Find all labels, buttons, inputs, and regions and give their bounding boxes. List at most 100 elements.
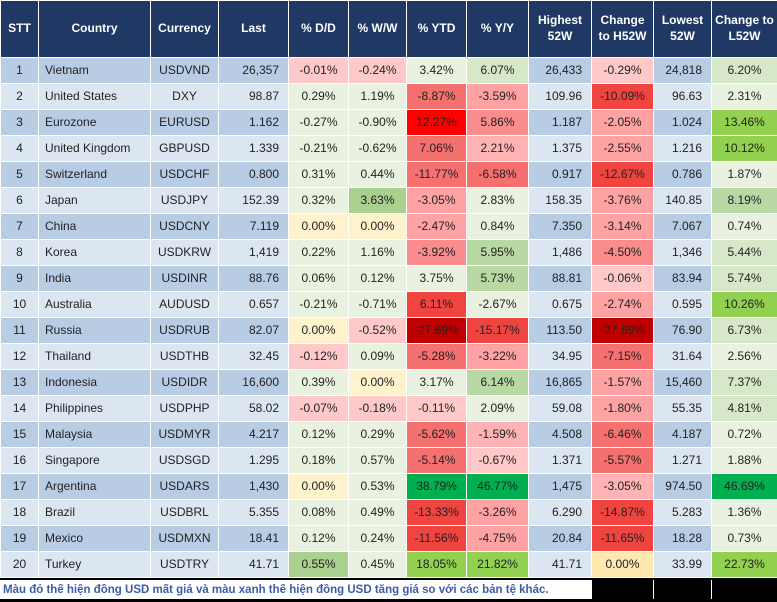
cell-pct-ytd: -8.87% [406, 83, 467, 110]
cell-change-h52w: -2.74% [591, 291, 654, 318]
cell-stt: 16 [0, 447, 39, 474]
cell-lowest52w: 1.024 [653, 109, 712, 136]
cell-change-l52w: 0.74% [711, 213, 777, 240]
cell-change-l52w: 46.69% [711, 473, 777, 500]
cell-lowest52w: 31.64 [653, 343, 712, 370]
cell-lowest52w: 55.35 [653, 395, 712, 422]
cell-highest52w: 109.96 [528, 83, 592, 110]
cell-pct-ww: -0.90% [348, 109, 407, 136]
footer-black-cell [654, 580, 711, 599]
table-row: 13 Indonesia USDIDR 16,600 0.39% 0.00% 3.17% 6.… [0, 369, 777, 396]
cell-pct-yy: -15.17% [466, 317, 529, 344]
cell-pct-ww: -0.52% [348, 317, 407, 344]
cell-highest52w: 0.917 [528, 161, 592, 188]
cell-pct-yy: 2.09% [466, 395, 529, 422]
cell-change-h52w: -10.09% [591, 83, 654, 110]
cell-pct-ytd: 3.42% [406, 57, 467, 84]
cell-pct-dd: 0.32% [288, 187, 349, 214]
cell-highest52w: 1.187 [528, 109, 592, 136]
cell-pct-ww: 0.09% [348, 343, 407, 370]
cell-pct-ww: 0.57% [348, 447, 407, 474]
cell-pct-ytd: -11.77% [406, 161, 467, 188]
cell-pct-yy: 46.77% [466, 473, 529, 500]
cell-pct-ytd: -27.69% [406, 317, 467, 344]
cell-pct-ytd: -3.92% [406, 239, 467, 266]
cell-pct-ww: 0.29% [348, 421, 407, 448]
col-header-ytd: % YTD [406, 0, 467, 58]
cell-country: United States [38, 83, 151, 110]
cell-change-h52w: -2.55% [591, 135, 654, 162]
cell-last: 7.119 [218, 213, 289, 240]
cell-last: 1.295 [218, 447, 289, 474]
cell-last: 41.71 [218, 551, 289, 578]
cell-change-h52w: -7.15% [591, 343, 654, 370]
cell-lowest52w: 5.283 [653, 499, 712, 526]
cell-currency: EURUSD [150, 109, 219, 136]
cell-change-l52w: 6.73% [711, 317, 777, 344]
cell-highest52w: 113.50 [528, 317, 592, 344]
col-header-yy: % Y/Y [466, 0, 529, 58]
cell-lowest52w: 76.90 [653, 317, 712, 344]
cell-pct-ww: 0.49% [348, 499, 407, 526]
table-row: 19 Mexico USDMXN 18.41 0.12% 0.24% -11.56% -4.7… [0, 525, 777, 552]
cell-last: 1.339 [218, 135, 289, 162]
table-row: 4 United Kingdom GBPUSD 1.339 -0.21% -0.62% 7.… [0, 135, 777, 162]
cell-country: Australia [38, 291, 151, 318]
cell-change-l52w: 22.73% [711, 551, 777, 578]
cell-pct-ytd: 7.06% [406, 135, 467, 162]
cell-stt: 10 [0, 291, 39, 318]
cell-lowest52w: 7.067 [653, 213, 712, 240]
cell-last: 5.355 [218, 499, 289, 526]
cell-pct-dd: 0.00% [288, 213, 349, 240]
cell-pct-yy: -3.26% [466, 499, 529, 526]
cell-highest52w: 59.08 [528, 395, 592, 422]
cell-pct-yy: -1.59% [466, 421, 529, 448]
cell-pct-dd: 0.12% [288, 525, 349, 552]
col-header-dd: % D/D [288, 0, 349, 58]
cell-change-h52w: -27.69% [591, 317, 654, 344]
cell-pct-yy: -3.22% [466, 343, 529, 370]
cell-lowest52w: 140.85 [653, 187, 712, 214]
cell-currency: AUDUSD [150, 291, 219, 318]
cell-change-l52w: 13.46% [711, 109, 777, 136]
cell-pct-ytd: -3.05% [406, 187, 467, 214]
cell-highest52w: 1,475 [528, 473, 592, 500]
cell-pct-ww: 0.00% [348, 369, 407, 396]
cell-change-h52w: -4.50% [591, 239, 654, 266]
cell-highest52w: 26,433 [528, 57, 592, 84]
cell-change-l52w: 6.20% [711, 57, 777, 84]
cell-country: China [38, 213, 151, 240]
cell-stt: 2 [0, 83, 39, 110]
cell-pct-yy: 2.21% [466, 135, 529, 162]
cell-stt: 14 [0, 395, 39, 422]
cell-lowest52w: 1,346 [653, 239, 712, 266]
cell-change-h52w: -0.29% [591, 57, 654, 84]
cell-last: 98.87 [218, 83, 289, 110]
cell-currency: USDJPY [150, 187, 219, 214]
cell-stt: 9 [0, 265, 39, 292]
cell-currency: USDIDR [150, 369, 219, 396]
cell-country: Korea [38, 239, 151, 266]
cell-pct-dd: 0.00% [288, 317, 349, 344]
cell-change-h52w: -1.80% [591, 395, 654, 422]
cell-country: Argentina [38, 473, 151, 500]
cell-pct-ytd: 3.75% [406, 265, 467, 292]
cell-pct-yy: -4.75% [466, 525, 529, 552]
cell-country: Turkey [38, 551, 151, 578]
cell-lowest52w: 1.271 [653, 447, 712, 474]
cell-highest52w: 88.81 [528, 265, 592, 292]
cell-currency: USDMXN [150, 525, 219, 552]
cell-highest52w: 34.95 [528, 343, 592, 370]
cell-change-h52w: -14.87% [591, 499, 654, 526]
table-row: 2 United States DXY 98.87 0.29% 1.19% -8.87% -3… [0, 83, 777, 110]
col-header-currency: Currency [150, 0, 219, 58]
table-row: 7 China USDCNY 7.119 0.00% 0.00% -2.47% 0.84% 7.… [0, 213, 777, 240]
cell-last: 0.657 [218, 291, 289, 318]
table-row: 9 India USDINR 88.76 0.06% 0.12% 3.75% 5.73% 88.… [0, 265, 777, 292]
cell-stt: 8 [0, 239, 39, 266]
cell-country: India [38, 265, 151, 292]
cell-pct-ww: 0.53% [348, 473, 407, 500]
cell-currency: USDTHB [150, 343, 219, 370]
cell-country: Vietnam [38, 57, 151, 84]
cell-pct-ww: 1.19% [348, 83, 407, 110]
